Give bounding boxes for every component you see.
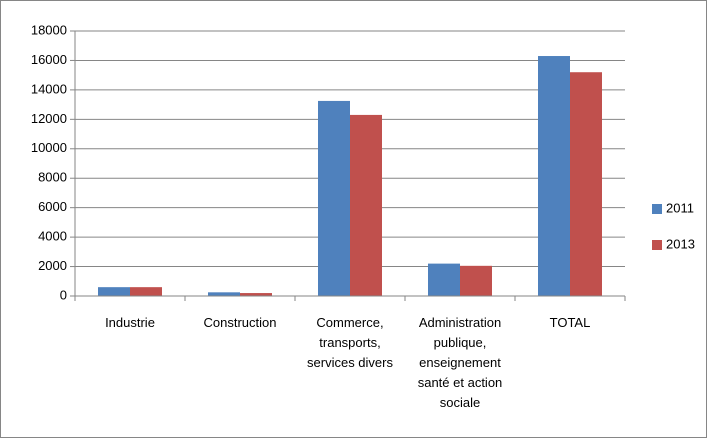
x-tick-label: TOTAL [549, 315, 591, 330]
x-tick-label: Administration publique, enseignement sa… [417, 315, 503, 410]
legend-label: 2011 [666, 200, 694, 215]
bar [350, 114, 382, 297]
bar [208, 292, 240, 296]
bar [318, 100, 350, 296]
legend-swatch [652, 240, 662, 250]
x-tick-label: Construction [203, 315, 277, 330]
y-tick-label: 12000 [31, 111, 67, 126]
x-tick-label: Industrie [105, 315, 155, 330]
y-tick-label: 2000 [38, 258, 67, 273]
bar [98, 287, 130, 296]
y-tick-label: 0 [60, 287, 67, 302]
y-tick-label: 4000 [38, 229, 67, 244]
bar [240, 293, 272, 296]
bar [130, 287, 162, 296]
bar [538, 56, 570, 297]
y-tick-label: 14000 [31, 81, 67, 96]
y-tick-label: 16000 [31, 52, 67, 67]
bar [570, 72, 602, 296]
bar [460, 265, 492, 296]
bar [428, 263, 460, 296]
legend-swatch [652, 204, 662, 214]
y-tick-label: 8000 [38, 170, 67, 185]
y-tick-label: 6000 [38, 199, 67, 214]
legend-label: 2013 [666, 236, 695, 251]
y-tick-label: 10000 [31, 140, 67, 155]
x-tick-label: Commerce, transports, services divers [307, 315, 393, 370]
y-tick-label: 18000 [31, 22, 67, 37]
